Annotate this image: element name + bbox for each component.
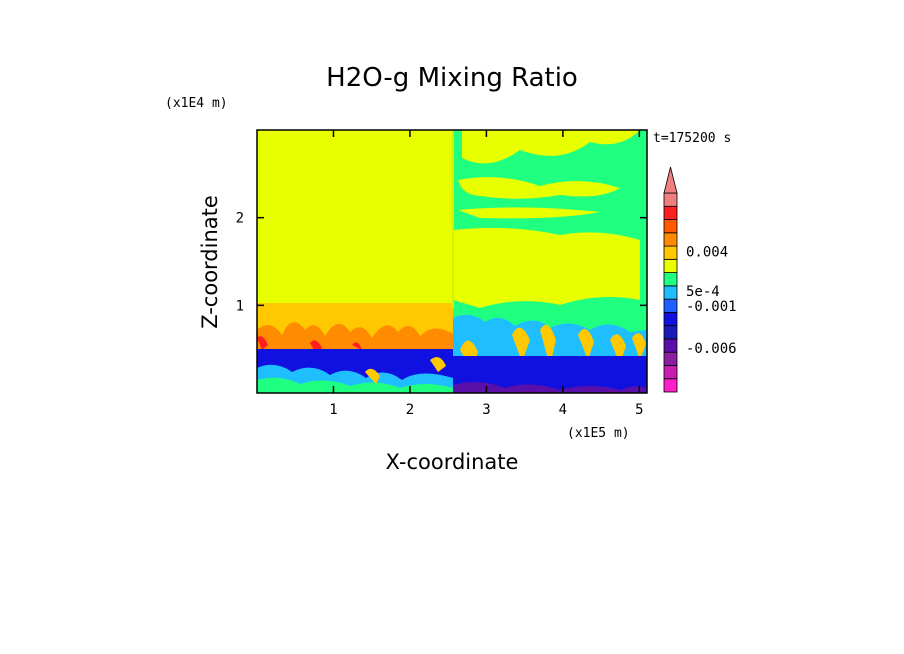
x-tick-label: 2 — [406, 402, 414, 418]
y-tick-label: 1 — [236, 298, 244, 314]
x-unit-label: (x1E5 m) — [567, 426, 630, 441]
field-orange-plumes-left — [257, 322, 453, 353]
field-region-upper-left — [257, 130, 453, 305]
field-yellow-bands-right — [453, 130, 640, 308]
colorbar-swatch — [663, 325, 678, 340]
colorbar-swatch — [663, 338, 678, 353]
colorbar-label: -0.006 — [686, 341, 737, 357]
colorbar-swatch — [663, 298, 678, 313]
y-tick-label: 2 — [236, 211, 244, 227]
field-orange-plumes-right — [460, 324, 646, 370]
colorbar-swatch — [663, 205, 678, 220]
colorbar-label: 5e-4 — [686, 284, 720, 300]
y-axis: 12 — [236, 211, 647, 314]
y-unit-label: (x1E4 m) — [165, 96, 228, 111]
colorbar-swatch — [663, 192, 678, 207]
plot-frame — [256, 129, 648, 394]
field-yellow-left — [365, 357, 446, 384]
colorbar-label: -0.001 — [686, 299, 737, 315]
x-tick-label: 4 — [559, 402, 567, 418]
x-axis-label: X-coordinate — [386, 450, 519, 474]
field-green-left — [257, 377, 453, 393]
y-axis-label: Z-coordinate — [198, 195, 222, 329]
colorbar-swatch — [663, 378, 678, 393]
x-tick-label: 1 — [329, 402, 337, 418]
colorbar-swatch — [663, 219, 678, 234]
colorbar-swatch — [663, 258, 678, 274]
colorbar-arrow — [663, 166, 678, 194]
plot-area — [257, 130, 647, 393]
x-axis: 1 2 3 4 5 — [329, 130, 644, 418]
colorbar-swatch — [663, 365, 678, 380]
colorbar-swatch — [663, 311, 678, 327]
colorbar-swatch — [663, 245, 678, 260]
x-tick-label: 3 — [482, 402, 490, 418]
colorbar-swatch — [663, 351, 678, 366]
colorbar-swatch — [663, 272, 678, 287]
colorbar-swatch — [663, 232, 678, 247]
colorbar-label: 0.004 — [686, 244, 728, 260]
x-tick-label: 5 — [635, 402, 643, 418]
colorbar-swatch — [663, 285, 678, 300]
chart-title: H2O-g Mixing Ratio — [326, 63, 578, 93]
field-divider — [452, 130, 454, 308]
field-purple-right — [453, 382, 647, 393]
time-label: t=175200 s — [653, 131, 731, 146]
